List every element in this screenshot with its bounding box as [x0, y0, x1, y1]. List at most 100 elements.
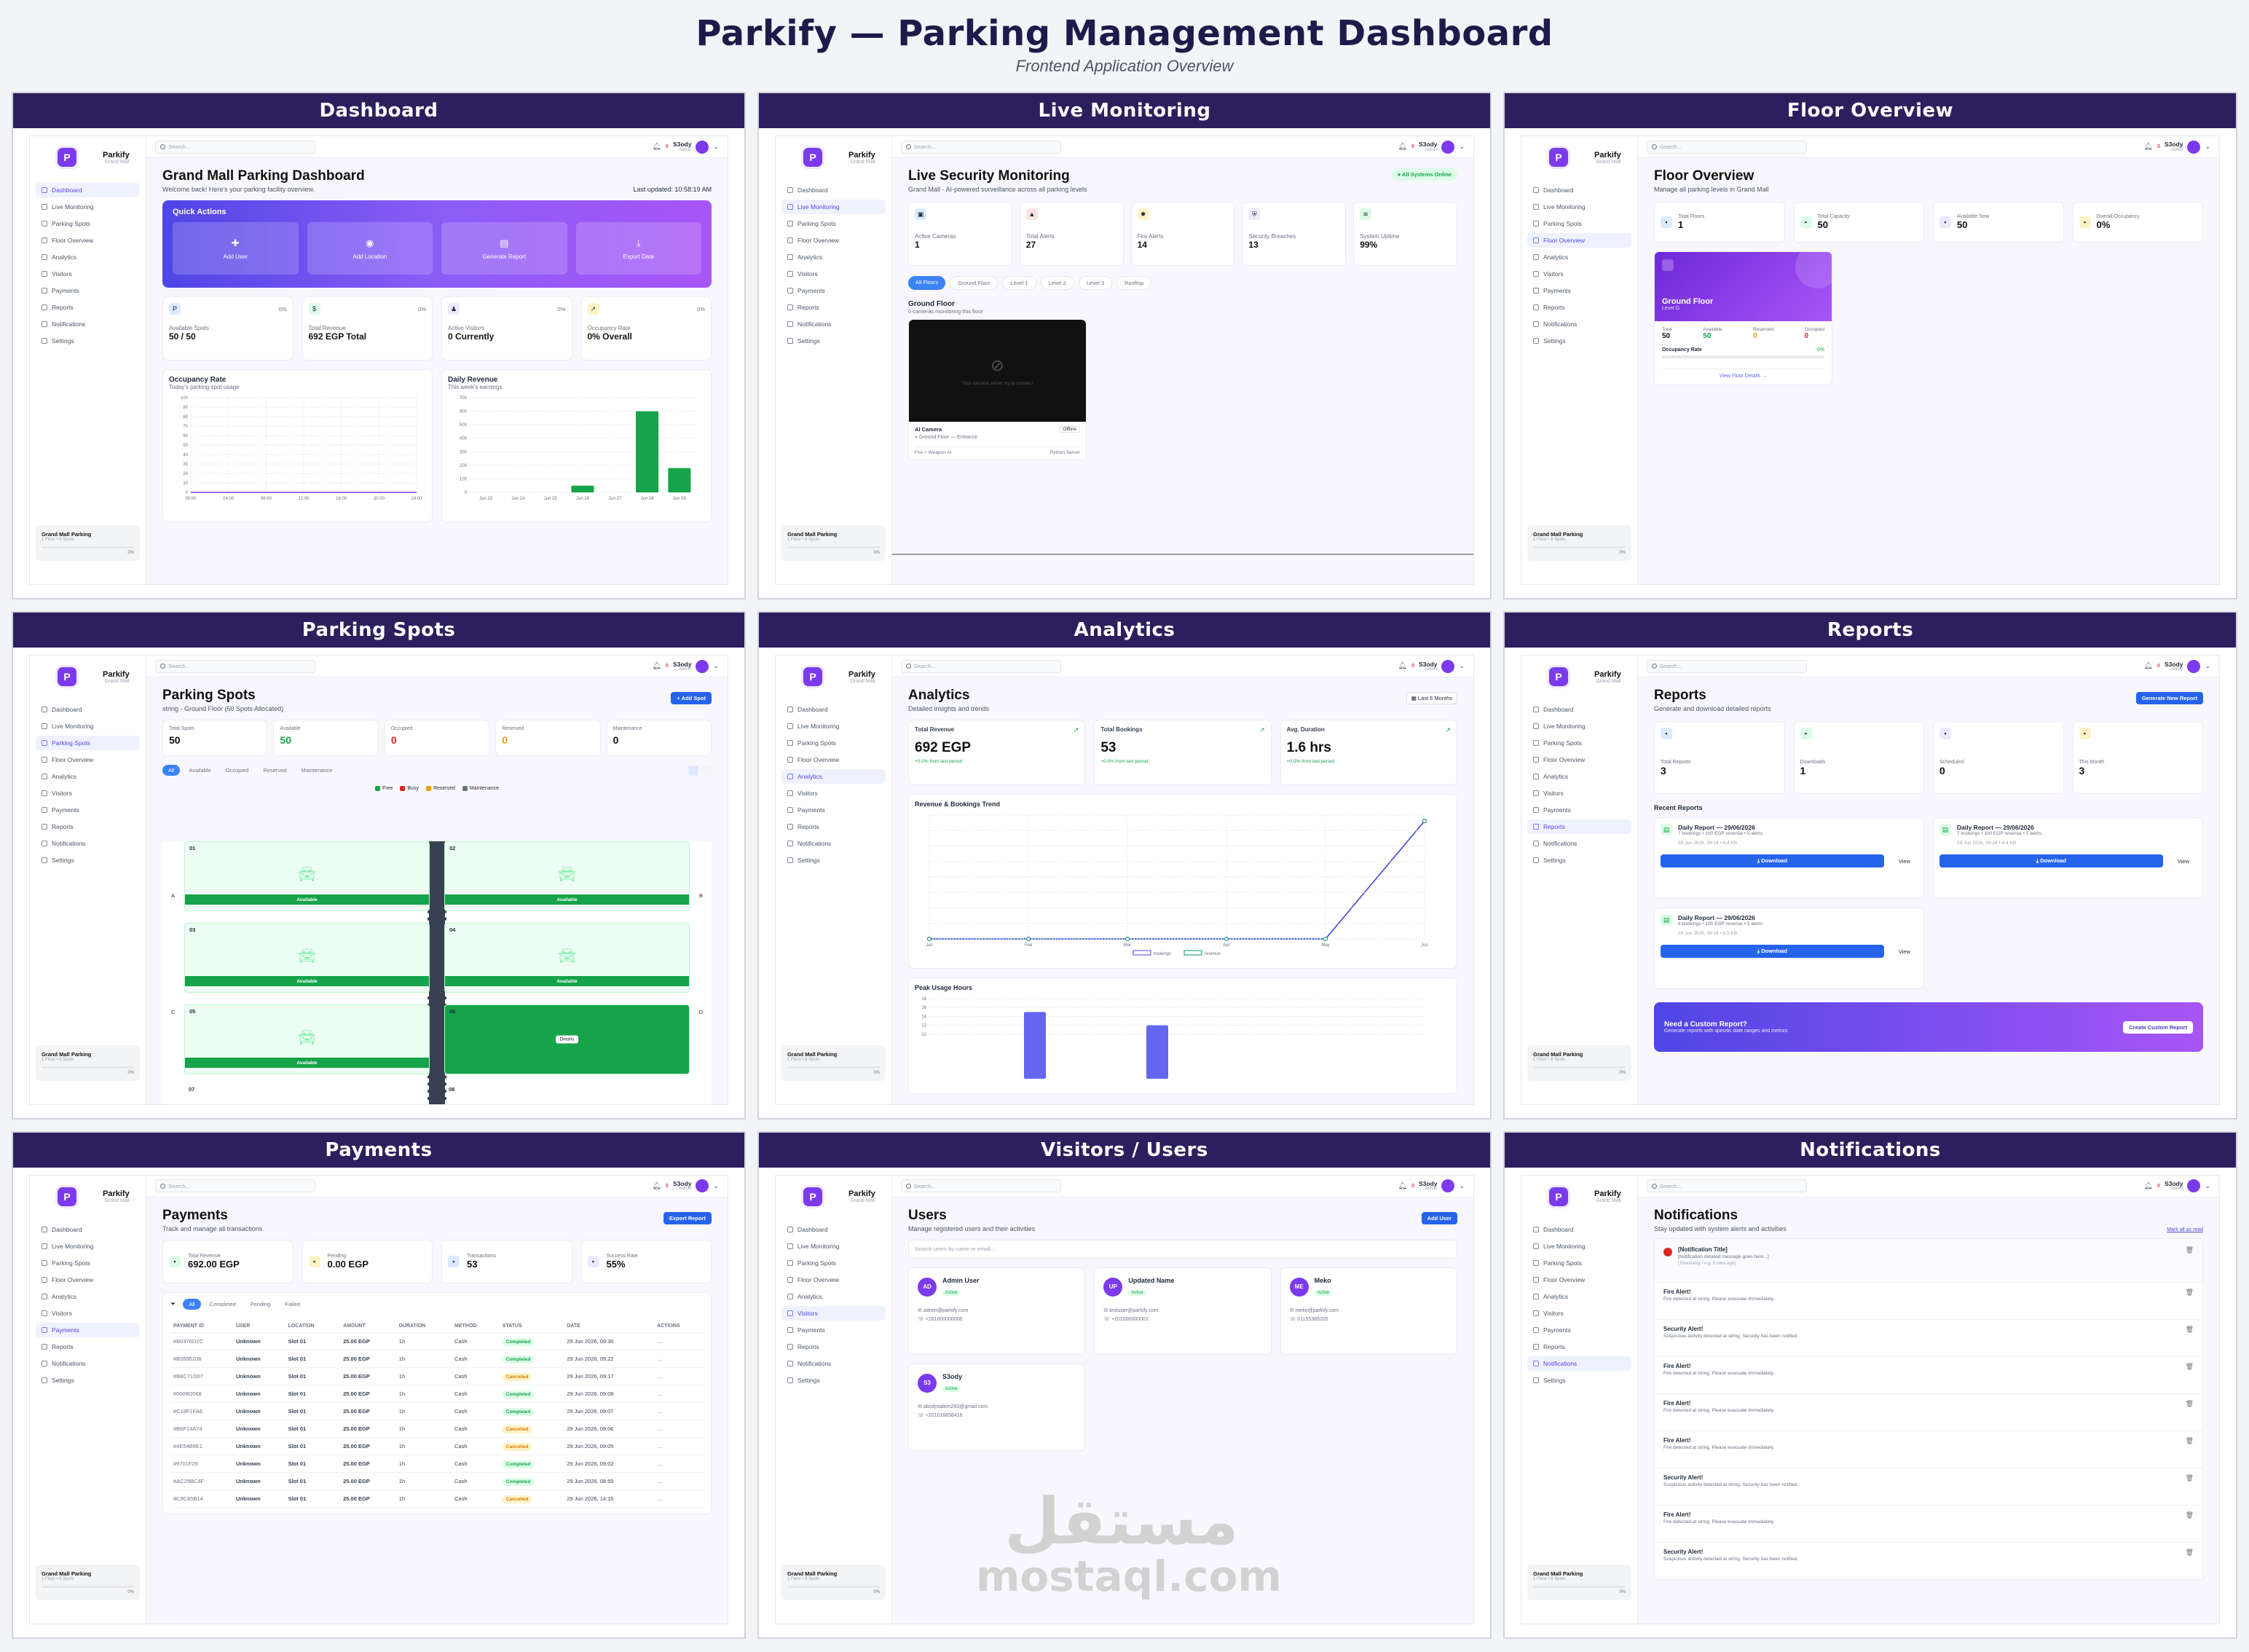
trash-icon[interactable]: 🗑︎	[2185, 1325, 2194, 1333]
sidebar-item-floor-overview[interactable]: Floor Overview	[1527, 752, 1631, 767]
sidebar-item-notifications[interactable]: Notifications	[781, 836, 886, 851]
bell-icon[interactable]: 🔔︎	[1398, 143, 1408, 151]
chevron-down-icon[interactable]: ⌄	[713, 662, 719, 670]
sidebar-item-reports[interactable]: Reports	[36, 1340, 140, 1354]
search-input[interactable]: Search...	[901, 140, 1061, 154]
grid-view-icon[interactable]	[688, 765, 698, 776]
parking-spot[interactable]: 04 🚘︎ Available	[444, 923, 690, 994]
generate-report-button[interactable]: ▤ Generate Report	[441, 222, 567, 275]
sidebar-item-notifications[interactable]: Notifications	[36, 317, 140, 331]
trash-icon[interactable]: 🗑︎	[2185, 1246, 2194, 1254]
sidebar-item-settings[interactable]: Settings	[36, 334, 140, 348]
sidebar-item-analytics[interactable]: Analytics	[36, 769, 140, 784]
notification-item[interactable]: Security Alert! Suspicious activity detec…	[1655, 1320, 2202, 1357]
trash-icon[interactable]: 🗑︎	[2185, 1436, 2194, 1444]
tab-level-2[interactable]: Level 2	[1040, 276, 1074, 290]
sidebar-item-payments[interactable]: Payments	[36, 1322, 140, 1337]
sidebar-item-payments[interactable]: Payments	[781, 1323, 886, 1337]
download-button[interactable]: ⤓ Download	[1661, 945, 1884, 959]
parking-spot[interactable]: 05 🚘︎ Available	[184, 1004, 430, 1075]
search-input[interactable]: Search...	[155, 659, 315, 673]
bell-icon[interactable]: 🔔︎	[2143, 1181, 2154, 1190]
chevron-down-icon[interactable]: ⌄	[2205, 662, 2210, 670]
sidebar-item-notifications[interactable]: Notifications	[36, 836, 140, 851]
chevron-down-icon[interactable]: ⌄	[2205, 1181, 2210, 1189]
notification-item[interactable]: Fire Alert! Fire detected at string. Plea…	[1655, 1431, 2202, 1468]
brand[interactable]: P Parkify Grand Mall	[781, 664, 886, 698]
range-select[interactable]: ▦ Last 6 Months	[1406, 692, 1457, 705]
search-input[interactable]: Search...	[901, 1179, 1061, 1193]
row-actions[interactable]: …	[654, 1455, 704, 1473]
sidebar-item-reports[interactable]: Reports	[1527, 1340, 1631, 1354]
avatar[interactable]	[1441, 140, 1455, 154]
parking-spot[interactable]: 02 🚘︎ Available	[444, 841, 690, 912]
chevron-down-icon[interactable]: ⌄	[713, 1181, 719, 1189]
avatar[interactable]	[1441, 659, 1455, 673]
sidebar-item-payments[interactable]: Payments	[781, 283, 886, 298]
bell-icon[interactable]: 🔔︎	[1398, 1181, 1408, 1190]
avatar[interactable]	[2187, 1179, 2201, 1193]
sidebar-item-visitors[interactable]: Visitors	[781, 267, 886, 281]
avatar[interactable]	[2187, 659, 2201, 673]
sidebar-item-analytics[interactable]: Analytics	[781, 769, 886, 784]
sidebar-item-visitors[interactable]: Visitors	[781, 786, 886, 801]
add-spot-button[interactable]: + Add Spot	[671, 692, 712, 705]
user-card[interactable]: S3 S3ody Active ✉ abodysalem283@gmail.com ☏ …	[908, 1363, 1086, 1451]
row-actions[interactable]: …	[654, 1472, 704, 1490]
sidebar-item-analytics[interactable]: Analytics	[1527, 1289, 1631, 1304]
sidebar-item-reports[interactable]: Reports	[781, 300, 886, 315]
tab-failed[interactable]: Failed	[285, 1300, 300, 1307]
sidebar-item-settings[interactable]: Settings	[781, 1373, 886, 1388]
trash-icon[interactable]: 🗑︎	[2185, 1288, 2194, 1296]
sidebar-item-settings[interactable]: Settings	[1527, 1373, 1631, 1388]
brand[interactable]: P Parkify Grand Mall	[36, 664, 140, 698]
sidebar-item-floor-overview[interactable]: Floor Overview	[36, 752, 140, 767]
user-search-input[interactable]: Search users by name or email...	[908, 1239, 1457, 1259]
sidebar-item-dashboard[interactable]: Dashboard	[36, 183, 140, 197]
search-input[interactable]: Search...	[155, 1179, 315, 1193]
brand[interactable]: P Parkify Grand Mall	[36, 1184, 140, 1218]
sidebar-item-reports[interactable]: Reports	[781, 1340, 886, 1354]
sidebar-item-visitors[interactable]: Visitors	[1527, 1306, 1631, 1321]
sidebar-item-parking-spots[interactable]: Parking Spots	[36, 736, 140, 751]
details-button[interactable]: Details	[555, 1035, 579, 1044]
trash-icon[interactable]: 🗑︎	[2185, 1362, 2194, 1370]
avatar[interactable]	[696, 659, 709, 673]
search-input[interactable]: Search...	[901, 659, 1061, 673]
sidebar-item-visitors[interactable]: Visitors	[36, 786, 140, 801]
mark-all-read-link[interactable]: Mark all as read	[2167, 1227, 2203, 1232]
bell-icon[interactable]: 🔔︎	[652, 1181, 662, 1190]
avatar[interactable]	[696, 140, 709, 154]
view-button[interactable]: View	[1898, 948, 1910, 955]
sidebar-item-analytics[interactable]: Analytics	[781, 250, 886, 264]
sidebar-item-dashboard[interactable]: Dashboard	[1527, 183, 1631, 197]
tab-level-1[interactable]: Level 1	[1002, 276, 1036, 290]
sidebar-item-dashboard[interactable]: Dashboard	[36, 1222, 140, 1237]
tab-maintenance[interactable]: Maintenance	[301, 767, 333, 774]
sidebar-item-analytics[interactable]: Analytics	[36, 1289, 140, 1304]
sidebar-item-payments[interactable]: Payments	[781, 803, 886, 817]
trash-icon[interactable]: 🗑︎	[2185, 1548, 2194, 1556]
sidebar-item-live-monitoring[interactable]: Live Monitoring	[1527, 200, 1631, 214]
sidebar-item-dashboard[interactable]: Dashboard	[36, 702, 140, 717]
sidebar-item-parking-spots[interactable]: Parking Spots	[781, 1256, 886, 1270]
table-row[interactable]: #0009D068 Unknown Slot 01 25.00 EGP 1h Cash Co…	[170, 1385, 704, 1403]
sidebar-item-dashboard[interactable]: Dashboard	[781, 1222, 886, 1237]
sidebar-item-floor-overview[interactable]: Floor Overview	[1527, 1273, 1631, 1287]
sidebar-item-settings[interactable]: Settings	[781, 853, 886, 868]
export-report-button[interactable]: Export Report	[663, 1211, 712, 1224]
sidebar-item-live-monitoring[interactable]: Live Monitoring	[36, 719, 140, 733]
brand[interactable]: P Parkify Grand Mall	[36, 145, 140, 178]
chevron-down-icon[interactable]: ⌄	[1459, 1181, 1465, 1189]
sidebar-item-live-monitoring[interactable]: Live Monitoring	[1527, 719, 1631, 733]
sidebar-item-reports[interactable]: Reports	[36, 300, 140, 315]
tab-all[interactable]: All	[183, 1298, 201, 1310]
download-button[interactable]: ⤓ Download	[1661, 854, 1884, 868]
sidebar-item-notifications[interactable]: Notifications	[1527, 317, 1631, 331]
sidebar-item-live-monitoring[interactable]: Live Monitoring	[1527, 1239, 1631, 1254]
sidebar-item-notifications[interactable]: Notifications	[1527, 836, 1631, 851]
add-location-button[interactable]: ◉ Add Location	[307, 222, 433, 275]
sidebar-item-notifications[interactable]: Notifications	[781, 1356, 886, 1371]
sidebar-item-live-monitoring[interactable]: Live Monitoring	[781, 1239, 886, 1254]
row-actions[interactable]: …	[654, 1490, 704, 1508]
